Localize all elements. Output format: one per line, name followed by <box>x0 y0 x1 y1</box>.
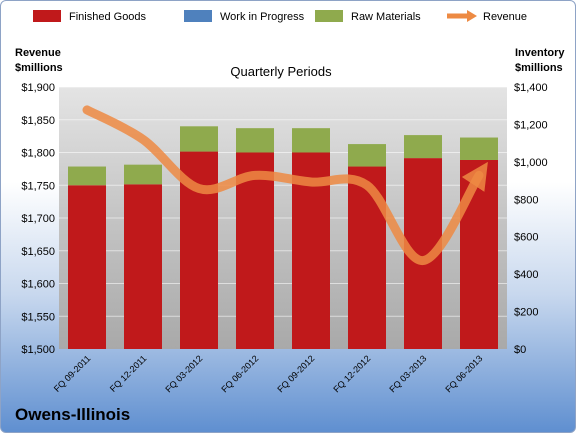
bar-raw-materials <box>68 166 106 186</box>
left-tick-label: $1,550 <box>21 311 55 323</box>
x-tick-label: FQ 03-2012 <box>163 353 204 394</box>
right-tick-label: $0 <box>514 344 526 356</box>
x-tick-label: FQ 09-2012 <box>275 353 316 394</box>
right-tick-label: $400 <box>514 269 538 281</box>
chart-subtitle: Quarterly Periods <box>230 64 332 79</box>
left-tick-label: $1,600 <box>21 279 55 291</box>
right-tick-label: $1,000 <box>514 157 548 169</box>
bar-raw-materials <box>124 164 162 185</box>
left-tick-label: $1,900 <box>21 82 55 94</box>
right-tick-label: $600 <box>514 232 538 244</box>
left-axis-title-unit: $millions <box>15 62 63 74</box>
right-tick-label: $800 <box>514 194 538 206</box>
legend-arrow-icon <box>467 10 477 22</box>
bar-raw-materials <box>348 144 386 167</box>
bar-raw-materials <box>460 137 498 160</box>
x-tick-label: FQ 06-2012 <box>219 353 260 394</box>
right-axis: $0 $200 $400 $600 $800 $1,000 $1,200 $1,400 <box>514 82 548 356</box>
left-tick-label: $1,750 <box>21 180 55 192</box>
legend-swatch <box>315 10 343 22</box>
x-tick-label: FQ 06-2013 <box>443 353 484 394</box>
legend-label: Finished Goods <box>69 11 147 23</box>
left-tick-label: $1,650 <box>21 246 55 258</box>
legend-label: Revenue <box>483 11 527 23</box>
legend: Finished Goods Work in Progress Raw Materi… <box>33 10 527 23</box>
bar-finished-goods <box>124 184 162 349</box>
right-tick-label: $200 <box>514 307 538 319</box>
left-tick-label: $1,850 <box>21 115 55 127</box>
right-axis-title: Inventory <box>515 47 565 59</box>
bars <box>68 126 498 349</box>
left-tick-label: $1,700 <box>21 213 55 225</box>
left-axis-title: Revenue <box>15 47 61 59</box>
company-name: Owens-Illinois <box>15 405 131 424</box>
left-axis: $1,500 $1,550 $1,600 $1,650 $1,700 $1,750 $1,8… <box>21 82 55 356</box>
legend-swatch <box>184 10 212 22</box>
bar-raw-materials <box>404 135 442 159</box>
legend-label: Work in Progress <box>220 11 305 23</box>
bar-finished-goods <box>68 185 106 349</box>
legend-swatch <box>33 10 61 22</box>
bar-raw-materials <box>180 126 218 152</box>
right-tick-label: $1,200 <box>514 119 548 131</box>
x-tick-label: FQ 09-2011 <box>52 353 93 394</box>
x-tick-label: FQ 12-2012 <box>331 353 372 394</box>
right-axis-title-unit: $millions <box>515 62 563 74</box>
legend-label: Raw Materials <box>351 11 421 23</box>
left-tick-label: $1,500 <box>21 344 55 356</box>
left-tick-label: $1,800 <box>21 148 55 160</box>
bar-finished-goods <box>460 159 498 349</box>
x-tick-label: FQ 03-2013 <box>387 353 428 394</box>
bar-finished-goods <box>236 152 274 349</box>
x-tick-label: FQ 12-2011 <box>108 353 149 394</box>
bar-raw-materials <box>292 128 330 153</box>
revenue-line <box>82 105 488 266</box>
bar-raw-materials <box>236 128 274 153</box>
right-tick-label: $1,400 <box>514 82 548 94</box>
x-axis: FQ 09-2011 FQ 12-2011 FQ 03-2012 FQ 06-2012… <box>52 353 485 394</box>
